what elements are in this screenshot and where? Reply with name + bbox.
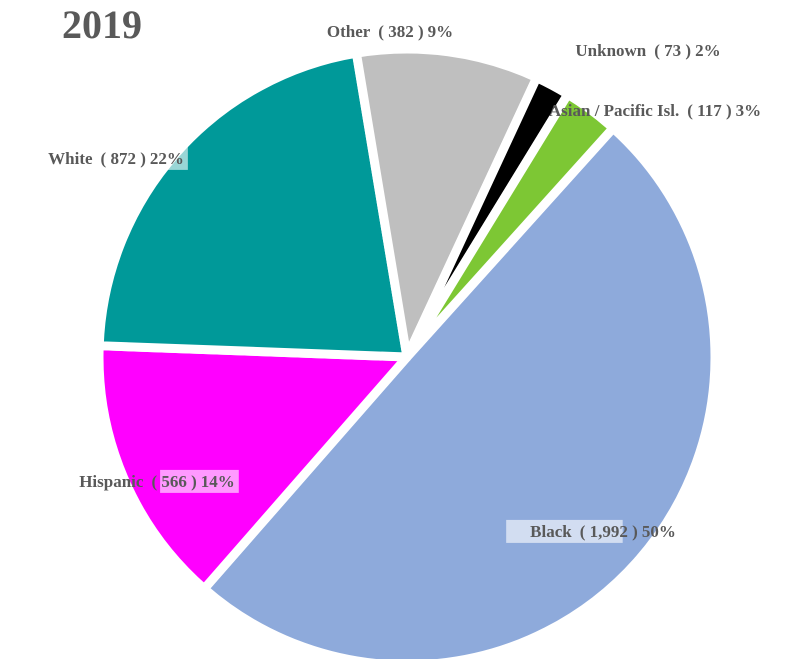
data-label-group: Other ( 382 ) 9% [327, 22, 453, 41]
category-name: Unknown [575, 41, 646, 60]
percent-label: 9% [428, 22, 454, 41]
data-label-group: Asian / Pacific Isl. ( 117 ) 3% [549, 98, 766, 122]
data-label-group: Hispanic ( 566 ) 14% [79, 469, 239, 493]
value-label: ( 872 ) [101, 149, 146, 168]
percent-label: 2% [695, 41, 721, 60]
data-label: Asian / Pacific Isl. ( 117 ) 3% [549, 101, 761, 120]
data-label: White ( 872 ) 22% [48, 149, 184, 168]
value-label: ( 1,992 ) [580, 522, 638, 541]
data-label-group: Unknown ( 73 ) 2% [575, 41, 720, 60]
data-label-group: White ( 872 ) 22% [48, 146, 188, 170]
chart-title: 2019 [62, 2, 142, 47]
data-label-group: Black ( 1,992 ) 50% [506, 519, 676, 543]
category-name: Other [327, 22, 371, 41]
data-label: Hispanic ( 566 ) 14% [79, 472, 235, 491]
category-name: Asian / Pacific Isl. [549, 101, 679, 120]
label-background [506, 519, 623, 543]
value-label: ( 382 ) [378, 22, 423, 41]
percent-label: 14% [201, 472, 235, 491]
pie-slice [94, 341, 412, 594]
label-background [659, 98, 766, 122]
data-label: Other ( 382 ) 9% [327, 22, 453, 41]
label-background [118, 146, 188, 170]
percent-label: 50% [642, 522, 676, 541]
pie-slice [351, 44, 542, 362]
percent-label: 22% [150, 149, 184, 168]
category-name: Black [530, 522, 572, 541]
percent-label: 3% [736, 101, 762, 120]
category-name: White [48, 149, 93, 168]
value-label: ( 117 ) [687, 101, 731, 120]
label-background [160, 469, 239, 493]
data-label: Black ( 1,992 ) 50% [530, 522, 676, 541]
value-label: ( 566 ) [151, 472, 196, 491]
value-label: ( 73 ) [654, 41, 691, 60]
pie-slice [402, 89, 618, 362]
category-name: Hispanic [79, 472, 144, 491]
data-label: Unknown ( 73 ) 2% [575, 41, 720, 60]
